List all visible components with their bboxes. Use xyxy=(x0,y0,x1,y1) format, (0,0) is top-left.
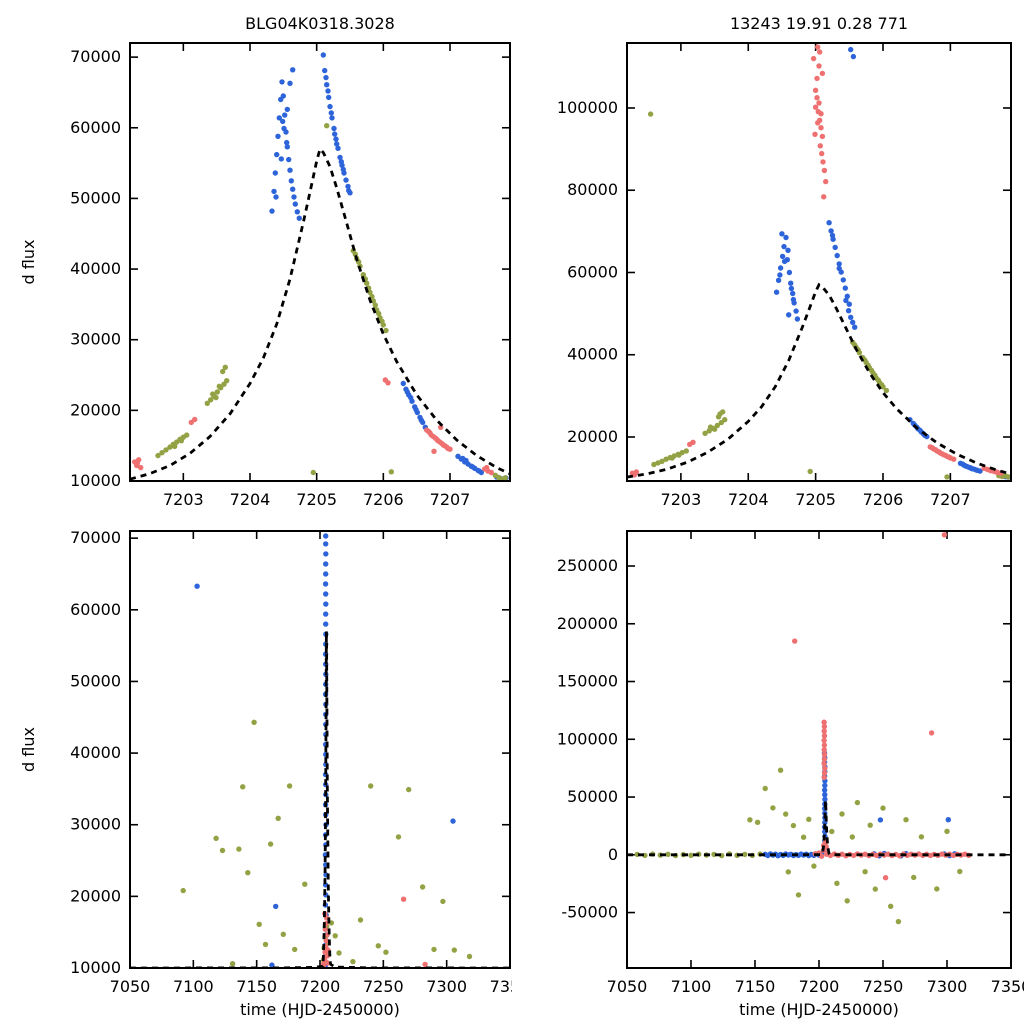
svg-text:0: 0 xyxy=(608,845,618,864)
svg-text:7150: 7150 xyxy=(236,977,277,996)
svg-text:60000: 60000 xyxy=(70,600,121,619)
series-blue-points xyxy=(773,46,1011,480)
svg-text:7200: 7200 xyxy=(300,977,341,996)
y-axis-label: d flux xyxy=(19,727,38,772)
svg-text:150000: 150000 xyxy=(557,672,618,691)
svg-text:7250: 7250 xyxy=(363,977,404,996)
panel-title: 13243 19.91 0.28 771 xyxy=(730,14,908,33)
scatter-series xyxy=(629,44,1011,480)
svg-text:7100: 7100 xyxy=(173,977,214,996)
y-axis-label: d flux xyxy=(19,240,38,285)
plot-frame xyxy=(129,42,511,482)
tick-labels: 7203 7204 7205 7206 7207 10000 20000 30000 40000… xyxy=(70,47,470,509)
panel-top-left-zoom-lightcurve: 7203 7204 7205 7206 7207 10000 20000 30000 40000… xyxy=(0,0,512,512)
svg-text:7100: 7100 xyxy=(671,977,712,996)
series-olive-points xyxy=(647,111,1011,480)
svg-text:30000: 30000 xyxy=(70,330,121,349)
x-axis-label: time (HJD-2450000) xyxy=(240,1000,400,1019)
svg-text:7203: 7203 xyxy=(661,490,702,509)
plot-frame xyxy=(626,42,1012,482)
svg-text:250000: 250000 xyxy=(557,556,618,575)
svg-text:30000: 30000 xyxy=(70,815,121,834)
plot-frame xyxy=(626,530,1012,969)
bottom-left-chart: 7050 7100 7150 7200 7250 7300 7350 10000 20000 30… xyxy=(19,528,512,1019)
model-curve xyxy=(130,146,510,481)
svg-text:10000: 10000 xyxy=(70,958,121,977)
axis-ticks xyxy=(627,43,1011,481)
svg-text:7300: 7300 xyxy=(927,977,968,996)
svg-text:50000: 50000 xyxy=(70,671,121,690)
panel-bottom-right-full-lightcurve: 7050 7100 7150 7200 7250 7300 7350 -50000 0 50000… xyxy=(512,512,1024,1024)
plot-frame xyxy=(129,530,511,969)
svg-text:40000: 40000 xyxy=(70,259,121,278)
tick-labels: 7050 7100 7150 7200 7250 7300 7350 10000 20000 30… xyxy=(70,528,512,996)
svg-text:7250: 7250 xyxy=(863,977,904,996)
top-left-chart: 7203 7204 7205 7206 7207 10000 20000 30000 40000… xyxy=(19,14,511,509)
svg-text:7300: 7300 xyxy=(426,977,467,996)
model-curve xyxy=(627,282,1011,479)
svg-text:40000: 40000 xyxy=(70,743,121,762)
svg-text:7205: 7205 xyxy=(296,490,337,509)
x-axis-label: time (HJD-2450000) xyxy=(739,1000,899,1019)
model-curve xyxy=(627,800,1011,857)
svg-text:200000: 200000 xyxy=(557,614,618,633)
svg-text:7350: 7350 xyxy=(991,977,1024,996)
svg-text:7050: 7050 xyxy=(110,977,151,996)
svg-text:7200: 7200 xyxy=(799,977,840,996)
tick-labels: 7203 7204 7205 7206 7207 20000 40000 60000 80000… xyxy=(557,98,971,509)
scatter-series xyxy=(132,52,509,481)
series-salmon-points xyxy=(629,44,1004,478)
series-blue-points xyxy=(269,52,509,481)
series-olive-points xyxy=(155,123,508,481)
svg-text:7206: 7206 xyxy=(863,490,904,509)
svg-text:7207: 7207 xyxy=(430,490,471,509)
series-olive-points xyxy=(634,767,963,925)
series-salmon-points xyxy=(792,532,972,881)
series-blue-points xyxy=(762,750,958,859)
svg-text:60000: 60000 xyxy=(70,118,121,137)
svg-text:7150: 7150 xyxy=(735,977,776,996)
svg-text:7206: 7206 xyxy=(363,490,404,509)
series-salmon-points xyxy=(320,896,428,968)
svg-text:7203: 7203 xyxy=(163,490,204,509)
svg-text:20000: 20000 xyxy=(567,427,618,446)
svg-text:50000: 50000 xyxy=(70,188,121,207)
svg-text:7205: 7205 xyxy=(795,490,836,509)
svg-text:20000: 20000 xyxy=(70,886,121,905)
panel-title: BLG04K0318.3028 xyxy=(245,14,395,33)
svg-text:40000: 40000 xyxy=(567,345,618,364)
svg-text:-50000: -50000 xyxy=(561,903,618,922)
svg-text:7207: 7207 xyxy=(930,490,971,509)
series-salmon-points xyxy=(132,377,494,476)
axis-ticks xyxy=(626,531,1012,968)
svg-text:7204: 7204 xyxy=(728,490,769,509)
svg-text:100000: 100000 xyxy=(557,98,618,117)
svg-text:20000: 20000 xyxy=(70,400,121,419)
top-right-chart: 7203 7204 7205 7206 7207 20000 40000 60000 80000… xyxy=(557,14,1012,509)
svg-text:70000: 70000 xyxy=(70,528,121,547)
axis-ticks xyxy=(130,43,510,482)
panel-bottom-left-full-lightcurve: 7050 7100 7150 7200 7250 7300 7350 10000 20000 30… xyxy=(0,512,512,1024)
svg-text:80000: 80000 xyxy=(567,180,618,199)
svg-text:7204: 7204 xyxy=(230,490,271,509)
svg-text:7050: 7050 xyxy=(607,977,648,996)
svg-text:7350: 7350 xyxy=(490,977,512,996)
bottom-right-chart: 7050 7100 7150 7200 7250 7300 7350 -50000 0 50000… xyxy=(557,530,1024,1019)
tick-labels: 7050 7100 7150 7200 7250 7300 7350 -50000 0 50000… xyxy=(557,556,1024,996)
svg-text:60000: 60000 xyxy=(567,262,618,281)
axis-ticks xyxy=(129,531,511,969)
panel-top-right-zoom-lightcurve: 7203 7204 7205 7206 7207 20000 40000 60000 80000… xyxy=(512,0,1024,512)
model-curve xyxy=(130,631,510,968)
scatter-series xyxy=(634,532,972,925)
svg-text:100000: 100000 xyxy=(557,729,618,748)
svg-text:10000: 10000 xyxy=(70,471,121,490)
svg-text:70000: 70000 xyxy=(70,47,121,66)
svg-text:50000: 50000 xyxy=(567,787,618,806)
